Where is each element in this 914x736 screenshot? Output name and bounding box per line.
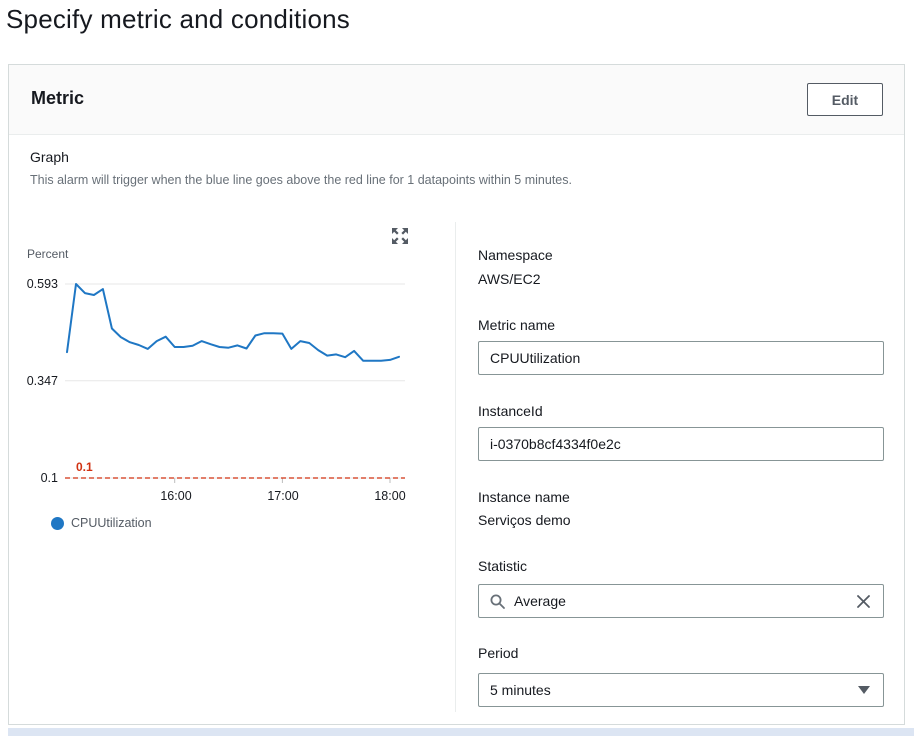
edit-button[interactable]: Edit bbox=[807, 83, 883, 116]
metric-card-header: Metric Edit bbox=[9, 65, 904, 135]
expand-icon bbox=[392, 227, 408, 244]
threshold-value-label: 0.1 bbox=[76, 460, 93, 474]
statistic-label: Statistic bbox=[478, 558, 528, 574]
period-label: Period bbox=[478, 645, 519, 661]
close-icon bbox=[856, 594, 870, 608]
namespace-label: Namespace bbox=[478, 247, 553, 263]
metric-card: Metric Edit bbox=[8, 64, 905, 725]
x-axis-tick: 18:00 bbox=[374, 489, 406, 503]
instance-name-value: Serviços demo bbox=[478, 512, 571, 528]
legend-series-dot bbox=[51, 516, 64, 530]
clear-statistic-button[interactable] bbox=[851, 589, 875, 613]
page-title: Specify metric and conditions bbox=[6, 4, 350, 34]
namespace-value: AWS/EC2 bbox=[478, 271, 541, 287]
y-axis-tick: 0.347 bbox=[26, 374, 58, 388]
y-axis-tick: 0.1 bbox=[40, 471, 58, 485]
graph-description: This alarm will trigger when the blue li… bbox=[30, 173, 572, 187]
statistic-field bbox=[478, 584, 884, 618]
metric-line-chart bbox=[65, 283, 405, 483]
metric-name-label: Metric name bbox=[478, 317, 556, 333]
chart-unit-label: Percent bbox=[27, 247, 69, 261]
legend-series-label: CPUUtilization bbox=[71, 516, 152, 530]
chart-legend: CPUUtilization bbox=[51, 516, 152, 530]
x-axis-tick: 17:00 bbox=[267, 489, 299, 503]
instance-name-label: Instance name bbox=[478, 489, 570, 505]
instance-id-label: InstanceId bbox=[478, 403, 543, 419]
vertical-divider bbox=[455, 222, 456, 712]
metric-card-title: Metric bbox=[31, 88, 85, 108]
period-selected-value: 5 minutes bbox=[490, 682, 551, 698]
expand-chart-button[interactable] bbox=[389, 226, 411, 248]
next-section-edge bbox=[8, 728, 914, 736]
statistic-input[interactable] bbox=[514, 593, 843, 609]
graph-section-label: Graph bbox=[30, 149, 69, 165]
y-axis-tick: 0.593 bbox=[26, 277, 58, 291]
search-icon bbox=[490, 594, 505, 609]
x-axis-tick: 16:00 bbox=[160, 489, 192, 503]
chevron-down-icon bbox=[858, 686, 870, 694]
instance-id-input[interactable] bbox=[478, 427, 884, 461]
period-select[interactable]: 5 minutes bbox=[478, 673, 884, 707]
metric-name-input[interactable] bbox=[478, 341, 884, 375]
